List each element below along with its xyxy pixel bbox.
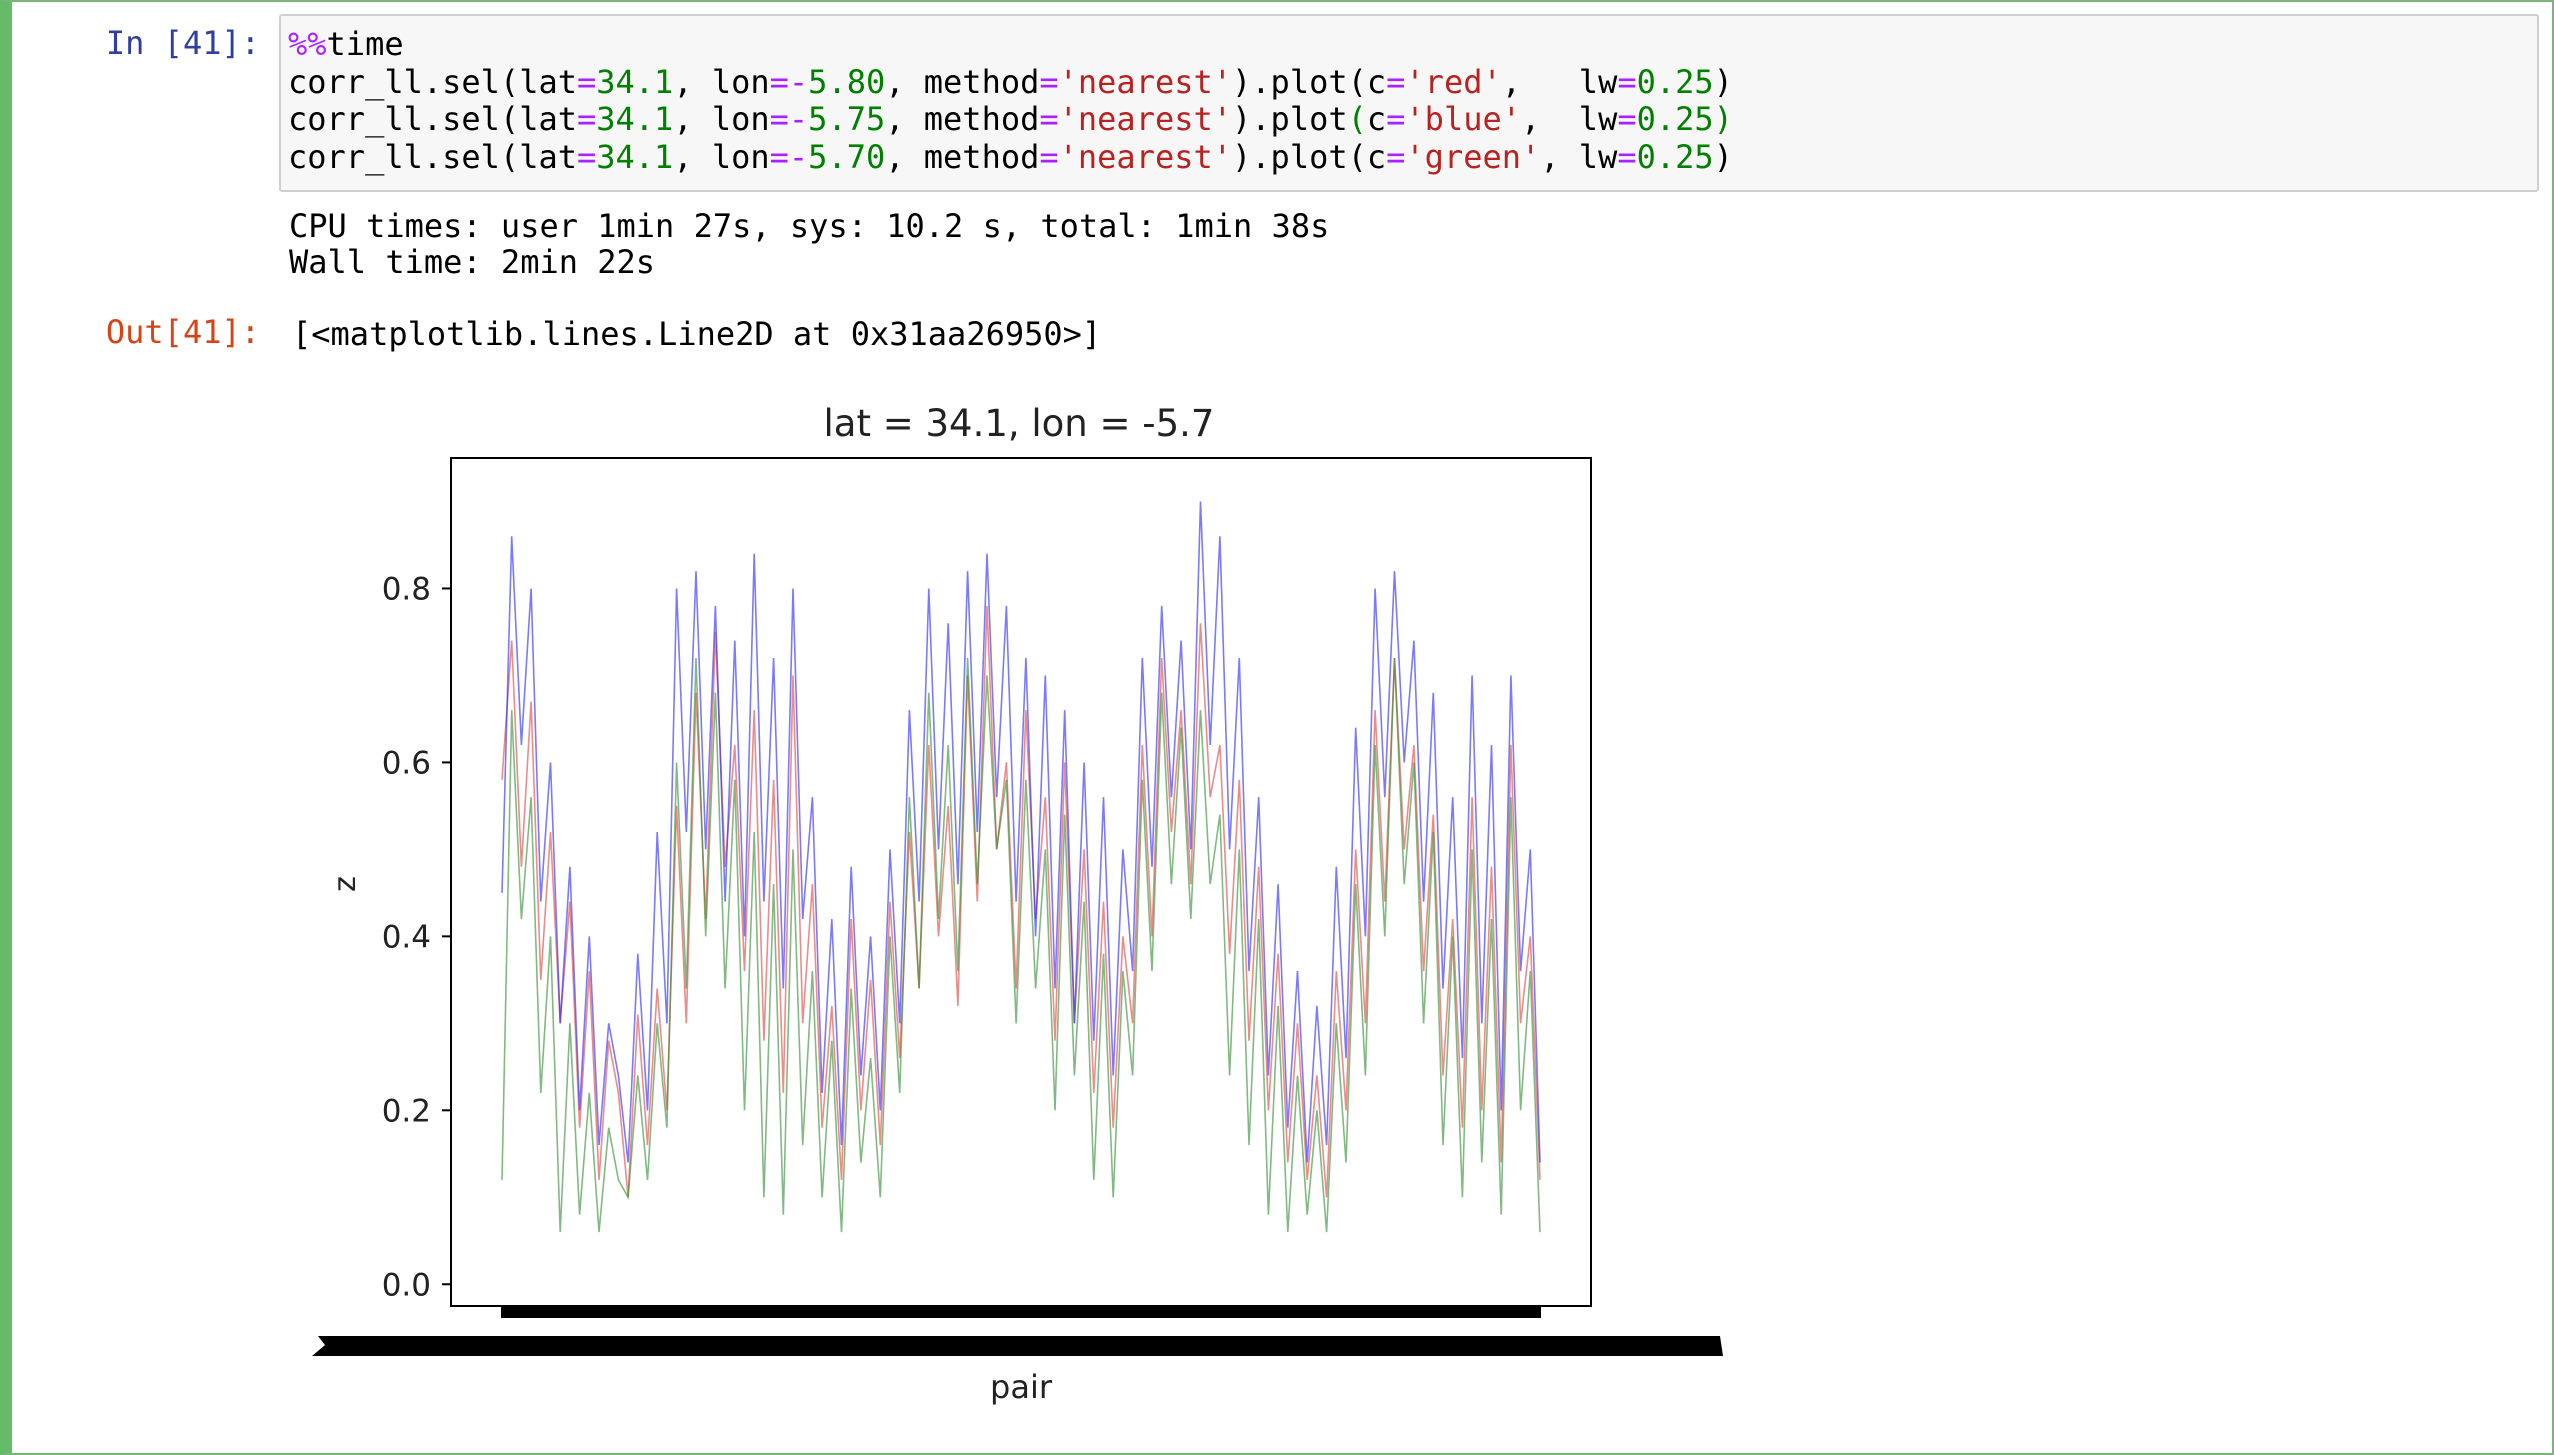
code-token: , method [885,62,1040,101]
code-token: 0.25) [1636,100,1733,138]
code-token: ).plot(c [1232,137,1387,176]
y-axis-label: z [328,876,363,892]
series-layer [501,501,1541,1233]
x-tick-labels-overlap [312,1336,1723,1356]
code-token: , lon [673,137,770,176]
code-token: 'nearest' [1058,100,1233,138]
code-token: =- [769,137,809,176]
code-token: corr_ll.sel(lat [288,137,577,176]
code-line[interactable]: corr_ll.sel(lat=34.1, lon=-5.70, method=… [288,137,1733,177]
code-token: time [326,25,404,63]
code-token: ).plot(c [1232,62,1387,101]
code-token: = [1617,100,1637,138]
code-token: 'green' [1405,137,1541,176]
y-tick-label: 0.4 [382,919,431,955]
code-token: , lw [1540,137,1618,176]
y-axis: 0.0 0.2 0.4 0.6 0.8 [382,571,451,1303]
code-token: =- [769,100,809,138]
code-token: corr_ll.sel(lat [288,62,577,101]
input-prompt: In [41]: [105,24,260,62]
code-token: = [576,100,597,138]
x-tick-label-band [501,1306,1541,1318]
code-token: 'blue' [1405,100,1521,138]
code-token: 'red' [1405,62,1502,101]
y-tick-label: 0.0 [382,1267,431,1303]
code-token: 5.70 [808,137,886,176]
code-token: , lw [1501,62,1618,101]
code-token: 'nearest' [1058,137,1233,176]
code-editor[interactable] [279,14,2539,192]
output-prompt: Out[41]: [105,313,260,351]
code-token: ( [1347,100,1367,138]
code-token: ) [1713,137,1733,176]
code-token: c [1366,100,1387,138]
series-line-red [501,605,1541,1198]
code-token: = [1617,137,1637,176]
code-token: = [576,137,597,176]
code-token: 34.1 [596,137,674,176]
repr-output: [<matplotlib.lines.Line2D at 0x31aa26950… [292,315,1102,353]
stdout-line: CPU times: user 1min 27s, sys: 10.2 s, t… [289,207,1330,245]
stdout-line: Wall time: 2min 22s [289,243,656,281]
code-token: , method [885,137,1040,176]
code-token: corr_ll.sel(lat [288,100,577,138]
code-line[interactable]: corr_ll.sel(lat=34.1, lon=-5.80, method=… [288,62,1733,102]
code-token: ) [1713,62,1733,101]
code-token: 34.1 [596,62,674,101]
code-token: = [1039,100,1059,138]
code-token: 5.80 [808,62,886,101]
code-token: = [1039,137,1059,176]
code-token: 0.25 [1636,62,1714,101]
code-token: = [1386,137,1406,176]
code-token: 'nearest' [1058,62,1233,101]
code-token: , lon [673,100,770,138]
y-tick-label: 0.2 [382,1093,431,1129]
code-token: , lon [673,62,770,101]
series-line-green [501,657,1541,1233]
code-token: , method [885,100,1040,138]
code-line[interactable]: corr_ll.sel(lat=34.1, lon=-5.75, method=… [288,100,1733,139]
code-token: = [1039,62,1059,101]
code-token: %% [288,25,327,63]
code-token: 0.25 [1636,137,1714,176]
code-token: 5.75 [808,100,886,138]
code-text[interactable]: %%time corr_ll.sel(lat=34.1, lon=-5.80, m… [288,25,1733,177]
code-token: 34.1 [596,100,674,138]
code-token: , lw [1521,100,1618,138]
chart-title: lat = 34.1, lon = -5.7 [824,402,1215,445]
code-token: = [1386,62,1406,101]
code-line[interactable]: %%time [288,25,1733,64]
code-token: = [1386,100,1406,138]
code-token: = [576,62,597,101]
code-token: =- [769,62,809,101]
x-axis-label: pair [990,1368,1053,1406]
y-tick-label: 0.6 [382,745,431,781]
code-token: ).plot [1232,100,1348,138]
series-line-blue [501,501,1541,1163]
stdout-output: CPU times: user 1min 27s, sys: 10.2 s, t… [289,208,1329,280]
y-tick-label: 0.8 [382,571,431,607]
code-token: = [1617,62,1637,101]
